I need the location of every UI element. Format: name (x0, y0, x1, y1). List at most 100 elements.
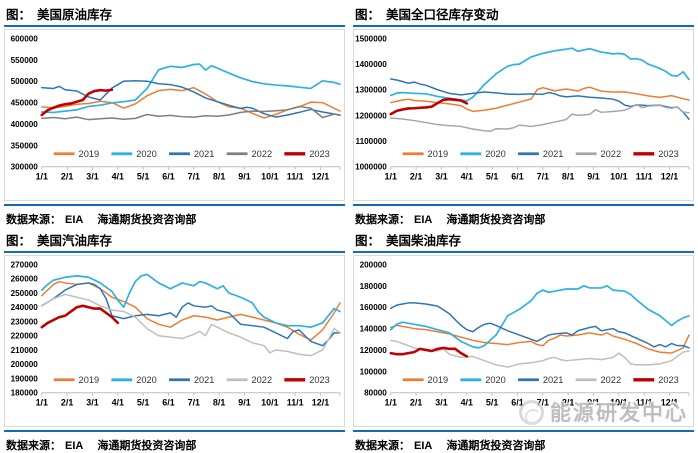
y-tick-label: 80000 (364, 389, 387, 398)
series-line-2022 (390, 103, 690, 133)
x-tick-label: 5/1 (486, 172, 498, 182)
legend-label-2019: 2019 (428, 149, 449, 159)
legend-label-2021: 2021 (194, 375, 215, 385)
chart-canvas-gasoline: 270000 260000 250000 240000 230000 220000 2100… (4, 255, 345, 427)
y-tick-label: 120000 (360, 346, 388, 355)
legend-label-2019: 2019 (79, 375, 100, 385)
series-line-2021 (390, 302, 690, 349)
x-tick-label: 3/1 (435, 172, 447, 182)
x-tick-label: 4/1 (112, 172, 124, 182)
y-tick-label: 240000 (11, 303, 39, 312)
chart-plot: 600000 550000 500000 450000 400000 350000 3000… (11, 34, 341, 182)
y-tick-label: 1200000 (355, 111, 387, 120)
x-tick-label: 6/1 (162, 172, 174, 182)
chart-title-text: 美国全口径库存变动 (386, 8, 499, 22)
legend-label-2023: 2023 (309, 149, 330, 159)
series-line-2022 (390, 339, 690, 368)
chart-canvas-diesel: 200000 180000 160000 140000 120000 100000 8000… (353, 255, 694, 427)
y-tick-label: 270000 (11, 260, 39, 269)
y-tick-label: 230000 (11, 317, 39, 326)
figure-label: 图： (355, 234, 381, 248)
x-tick-label: 2/1 (61, 398, 73, 408)
x-tick-label: 2/1 (61, 172, 73, 182)
x-tick-label: 10/1 (610, 172, 627, 182)
chart-canvas-crude: 600000 550000 500000 450000 400000 350000 3000… (4, 29, 345, 201)
x-tick-label: 8/1 (213, 398, 225, 408)
x-tick-label: 10/1 (610, 398, 627, 408)
x-tick-label: 1/1 (385, 172, 397, 182)
y-tick-label: 100000 (360, 367, 388, 376)
y-tick-label: 1000000 (355, 163, 387, 172)
source-org: 海通期货投资咨询部 (446, 214, 546, 226)
section-divider (4, 204, 345, 206)
y-tick-label: 500000 (11, 77, 39, 86)
series-line-2023 (389, 346, 469, 358)
panel-gasoline-inventory: 图： 美国汽油库存 270000 260000 250000 240000 230000 2… (0, 226, 349, 453)
x-tick-label: 9/1 (238, 398, 250, 408)
x-tick-label: 3/1 (435, 398, 447, 408)
source-org: 海通期货投资咨询部 (446, 440, 546, 452)
chart-title-text: 美国汽油库存 (37, 234, 113, 248)
chart-plot: 200000 180000 160000 140000 120000 100000 8000… (360, 260, 690, 408)
x-tick-label: 5/1 (137, 398, 149, 408)
series-line-2021 (390, 78, 690, 121)
y-tick-label: 400000 (11, 120, 39, 129)
x-tick-label: 9/1 (238, 172, 250, 182)
series-line-2023 (389, 97, 469, 116)
source-org: 海通期货投资咨询部 (97, 214, 197, 226)
figure-label: 图： (355, 8, 381, 22)
source-label: 数据来源： (355, 440, 410, 452)
series-line-2021 (41, 282, 341, 347)
y-tick-label: 200000 (360, 260, 388, 269)
x-tick-label: 5/1 (486, 398, 498, 408)
legend-label-2023: 2023 (658, 375, 679, 385)
panel-crude-inventory: 图： 美国原油库存 600000 550000 500000 450000 400000 3… (0, 0, 349, 226)
series-line-2022 (41, 293, 341, 357)
series-line-2020 (389, 284, 690, 349)
source-name: EIA (414, 440, 433, 452)
legend-label-2020: 2020 (485, 375, 506, 385)
title-underline (353, 25, 694, 27)
source-note: 数据来源： EIA 海通期货投资咨询部 (4, 432, 345, 453)
y-tick-label: 300000 (11, 163, 39, 172)
panel-diesel-inventory: 图： 美国柴油库存 200000 180000 160000 140000 120000 1… (349, 226, 698, 453)
page-title: 图： 美国柴油库存 (353, 228, 694, 251)
y-tick-label: 350000 (11, 141, 39, 150)
x-tick-label: 5/1 (137, 172, 149, 182)
series-line-2023 (40, 88, 114, 117)
x-tick-label: 1/1 (36, 172, 48, 182)
legend-label-2022: 2022 (252, 149, 273, 159)
x-tick-label: 6/1 (511, 172, 523, 182)
y-tick-label: 200000 (11, 360, 39, 369)
y-tick-label: 250000 (11, 289, 39, 298)
y-tick-label: 1500000 (355, 34, 387, 43)
legend-label-2023: 2023 (658, 149, 679, 159)
figure-label: 图： (6, 8, 32, 22)
x-tick-label: 3/1 (86, 398, 98, 408)
x-tick-label: 8/1 (562, 172, 574, 182)
section-divider (4, 430, 345, 432)
chart-plot: 270000 260000 250000 240000 230000 220000 2100… (11, 260, 341, 408)
x-tick-label: 1/1 (36, 398, 48, 408)
y-tick-label: 180000 (11, 389, 39, 398)
x-tick-label: 7/1 (537, 172, 549, 182)
source-note: 数据来源： EIA 海通期货投资咨询部 (353, 206, 694, 227)
x-tick-label: 9/1 (587, 398, 599, 408)
series-line-2019 (390, 324, 690, 354)
y-tick-label: 1400000 (355, 60, 387, 69)
title-underline (4, 25, 345, 27)
x-tick-label: 7/1 (188, 172, 200, 182)
source-org: 海通期货投资咨询部 (97, 440, 197, 452)
source-label: 数据来源： (6, 214, 61, 226)
page-title: 图： 美国汽油库存 (4, 228, 345, 251)
legend-label-2021: 2021 (543, 375, 564, 385)
source-name: EIA (65, 214, 84, 226)
y-tick-label: 450000 (11, 99, 39, 108)
chart-plot: 1500000 1400000 1300000 1200000 1100000 10000… (355, 34, 690, 182)
x-tick-label: 8/1 (213, 172, 225, 182)
section-divider (353, 430, 694, 432)
series-line-2019 (41, 280, 341, 341)
series-line-2021 (41, 80, 341, 118)
legend-label-2019: 2019 (428, 375, 449, 385)
x-tick-label: 11/1 (636, 172, 653, 182)
